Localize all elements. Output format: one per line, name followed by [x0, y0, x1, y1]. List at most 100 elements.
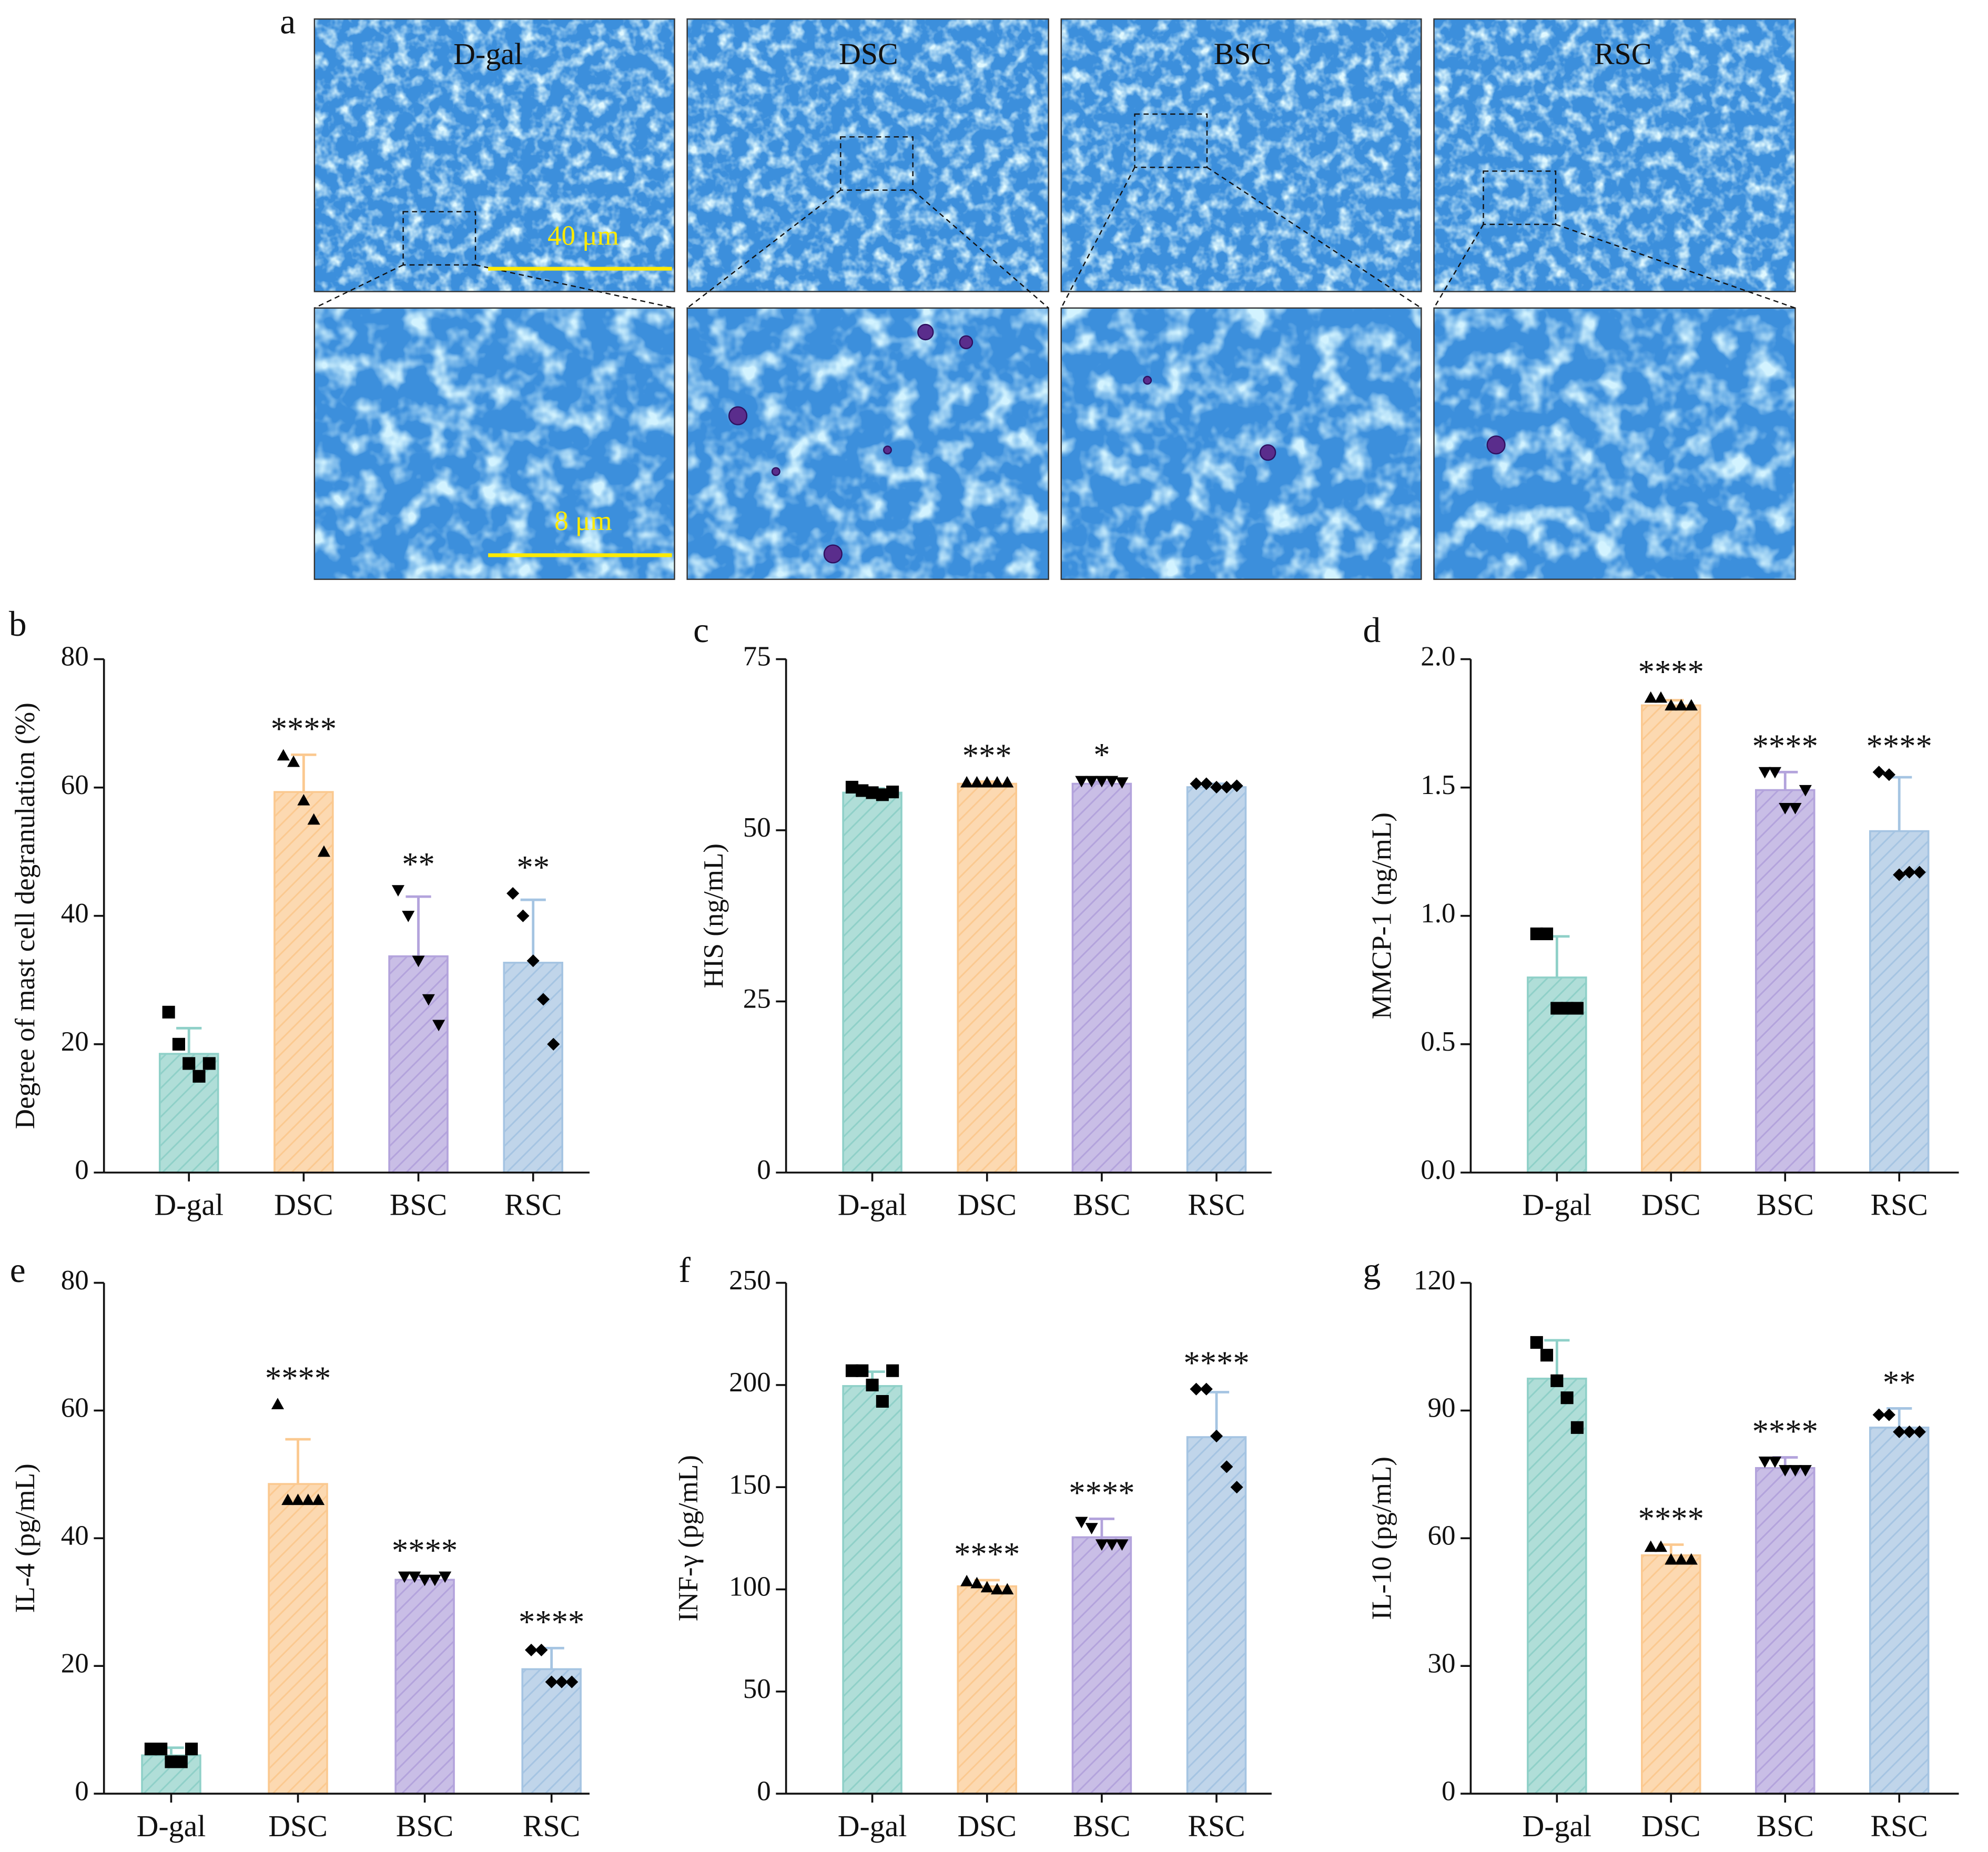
data-point: [1530, 927, 1543, 940]
micrograph-border: [686, 307, 1049, 580]
data-point: [856, 784, 869, 797]
micrograph-texture: [1061, 19, 1422, 292]
data-point: [856, 1364, 869, 1377]
stained-cell: [917, 323, 934, 341]
x-tick-label: RSC: [523, 1809, 580, 1843]
image-label: BSC: [1214, 37, 1271, 71]
significance: **: [402, 846, 435, 882]
significance: ****: [1638, 653, 1704, 690]
bar: [1641, 1554, 1701, 1795]
data-point: [1768, 767, 1782, 779]
data-point: [876, 1395, 889, 1408]
bar: [957, 1585, 1017, 1795]
data-point: [1075, 1517, 1088, 1529]
data-point: [307, 813, 320, 825]
bar: [1755, 1467, 1815, 1795]
data-point: [1893, 868, 1906, 881]
significance: ****: [1752, 727, 1818, 764]
y-tick-label: 0: [75, 1776, 89, 1806]
y-axis-label: MMCP-1 (ng/mL): [1367, 812, 1397, 1019]
data-point: [439, 1571, 452, 1583]
bar: [521, 1668, 582, 1795]
x-tick-label: D-gal: [1522, 1809, 1591, 1843]
y-axis-label: IL-4 (pg/mL): [10, 1463, 40, 1613]
y-axis-label: Degree of mast cell degranulation (%): [10, 703, 40, 1129]
y-tick-label: 40: [61, 898, 89, 929]
zoom-box: [840, 136, 914, 191]
x-tick-label: BSC: [1073, 1188, 1130, 1222]
x-tick-label: RSC: [1188, 1809, 1245, 1843]
y-tick-label: 80: [61, 1265, 89, 1296]
data-point: [970, 1576, 983, 1589]
data-point: [1105, 1539, 1119, 1551]
panel-letter: c: [693, 610, 709, 650]
micrograph-border: [1060, 18, 1422, 292]
data-point: [547, 1037, 560, 1051]
data-point: [1768, 1456, 1782, 1468]
x-tick-label: BSC: [1757, 1188, 1814, 1222]
stained-cell: [771, 467, 780, 476]
x-tick-label: D-gal: [838, 1809, 907, 1843]
y-tick-label: 80: [61, 642, 89, 672]
bar: [842, 791, 902, 1174]
data-point: [1799, 1465, 1812, 1477]
micrographs: [313, 18, 1796, 580]
y-tick-label: 0.5: [1421, 1026, 1455, 1057]
data-point: [1665, 699, 1678, 711]
bar: [1186, 786, 1247, 1174]
data-point: [845, 1364, 859, 1377]
zoom-line: [1206, 167, 1422, 309]
stained-cell: [728, 406, 748, 425]
data-point: [317, 845, 331, 857]
data-point: [1789, 1465, 1802, 1477]
bar: [394, 1579, 455, 1795]
bar: [1869, 1427, 1930, 1795]
data-point: [1779, 803, 1792, 815]
bar: [268, 1483, 328, 1795]
x-tick-label: BSC: [1757, 1809, 1814, 1843]
data-point: [1685, 1553, 1698, 1565]
bar: [1869, 830, 1930, 1174]
micrograph-texture: [314, 19, 675, 292]
data-point: [1190, 1382, 1203, 1396]
y-tick-label: 60: [61, 770, 89, 800]
panel-letter: e: [10, 1250, 26, 1290]
significance: ***: [962, 737, 1012, 774]
x-tick-label: RSC: [1871, 1188, 1928, 1222]
data-point: [1115, 1539, 1129, 1551]
data-point: [845, 780, 859, 794]
x-tick-label: RSC: [1871, 1809, 1928, 1843]
data-point: [1758, 767, 1771, 779]
data-point: [1075, 776, 1088, 788]
stained-cell: [1143, 375, 1152, 385]
data-point: [1654, 1540, 1668, 1552]
data-point: [980, 1581, 993, 1593]
data-point: [412, 955, 425, 968]
data-point: [1654, 691, 1668, 703]
y-tick-label: 50: [743, 812, 771, 843]
data-point: [432, 1020, 445, 1032]
data-point: [418, 1574, 431, 1586]
data-point: [297, 793, 310, 806]
y-tick-label: 250: [729, 1265, 771, 1296]
data-point: [1675, 699, 1688, 711]
significance: **: [516, 849, 550, 886]
x-tick-label: RSC: [504, 1188, 562, 1222]
significance: **: [1883, 1363, 1916, 1400]
micrograph-texture: [687, 308, 1049, 579]
data-point: [960, 1574, 973, 1586]
image-label: D-gal: [453, 37, 523, 71]
data-point: [1665, 1553, 1678, 1565]
x-tick-label: RSC: [1188, 1188, 1245, 1222]
data-point: [162, 1005, 175, 1019]
significance: ****: [519, 1603, 584, 1640]
data-point: [301, 1493, 315, 1505]
significance: ****: [1069, 1474, 1134, 1511]
data-point: [1550, 1374, 1564, 1387]
data-point: [1105, 776, 1119, 788]
y-tick-label: 40: [61, 1521, 89, 1551]
micrograph-border: [313, 18, 675, 292]
data-point: [1001, 1583, 1014, 1595]
x-tick-label: DSC: [957, 1809, 1017, 1843]
data-point: [1540, 927, 1554, 940]
